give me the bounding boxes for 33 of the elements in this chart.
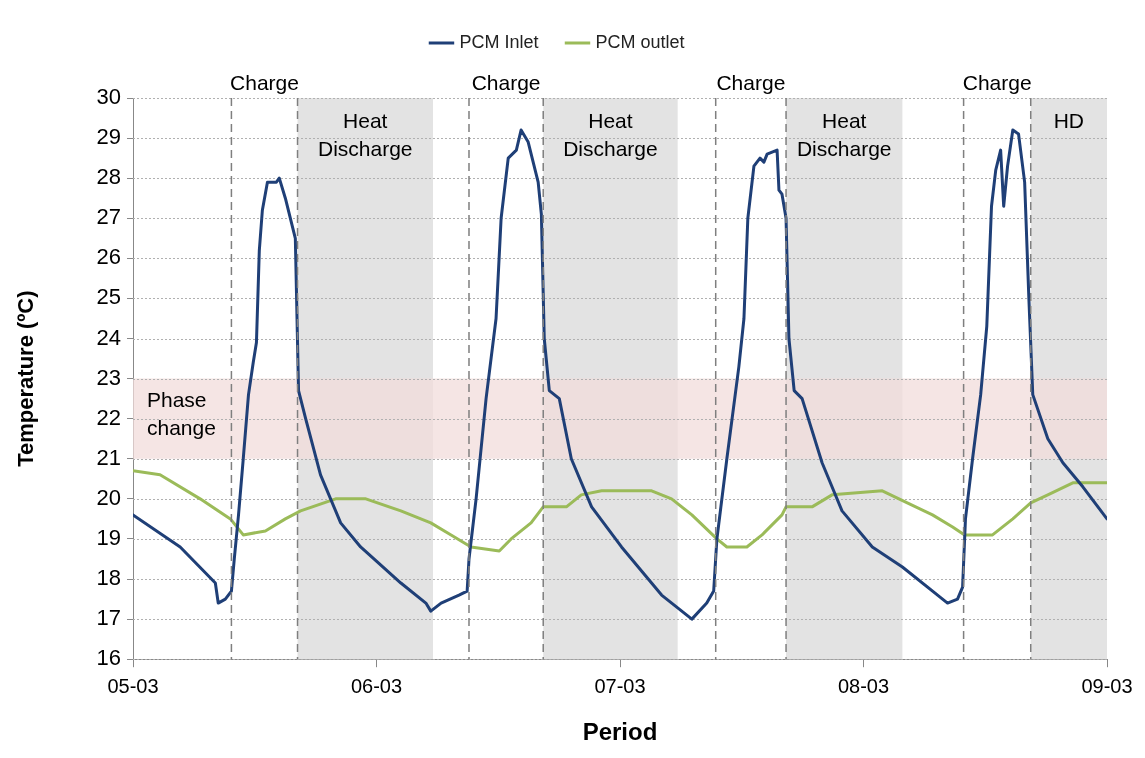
y-tick-label: 25 [96, 284, 121, 310]
x-tick-label: 09-03 [1081, 674, 1133, 697]
y-tick-label: 19 [96, 525, 121, 551]
band-label: Heat Discharge [317, 109, 413, 161]
y-tick-label: 23 [96, 364, 121, 390]
y-tick-label: 24 [96, 324, 121, 350]
y-tick-label: 17 [96, 605, 121, 631]
text: Charge [716, 71, 786, 95]
y-tick-label: 29 [96, 124, 121, 150]
y-tick-label: 22 [96, 404, 121, 430]
band-label: HD [1053, 109, 1085, 133]
y-axis-title: Temperature (ºC) [13, 290, 39, 467]
text: Charge [230, 71, 299, 95]
x-tick-label: 05-03 [107, 674, 159, 697]
legend-label: PCM Inlet [459, 31, 539, 52]
y-tick-label: 20 [96, 484, 121, 510]
text: Charge [471, 71, 541, 95]
text: Charge [962, 71, 1032, 95]
y-tick-label: 18 [96, 565, 121, 591]
y-tick-label: 27 [96, 204, 121, 230]
band-label: Heat Discharge [563, 109, 658, 161]
y-tick-label: 21 [96, 444, 121, 470]
legend-label: PCM outlet [595, 31, 685, 52]
x-tick-label: 06-03 [350, 674, 403, 697]
y-tick-label: 28 [96, 164, 121, 190]
y-tick-label: 16 [96, 645, 121, 671]
x-axis-title: Period [582, 718, 658, 746]
band-label: Heat Discharge [796, 109, 892, 161]
x-tick-label: 07-03 [594, 674, 646, 697]
x-tick-label: 08-03 [837, 674, 890, 697]
y-tick-label: 26 [96, 244, 121, 270]
y-tick-label: 30 [96, 84, 121, 110]
band-label: Phase change [147, 387, 216, 439]
